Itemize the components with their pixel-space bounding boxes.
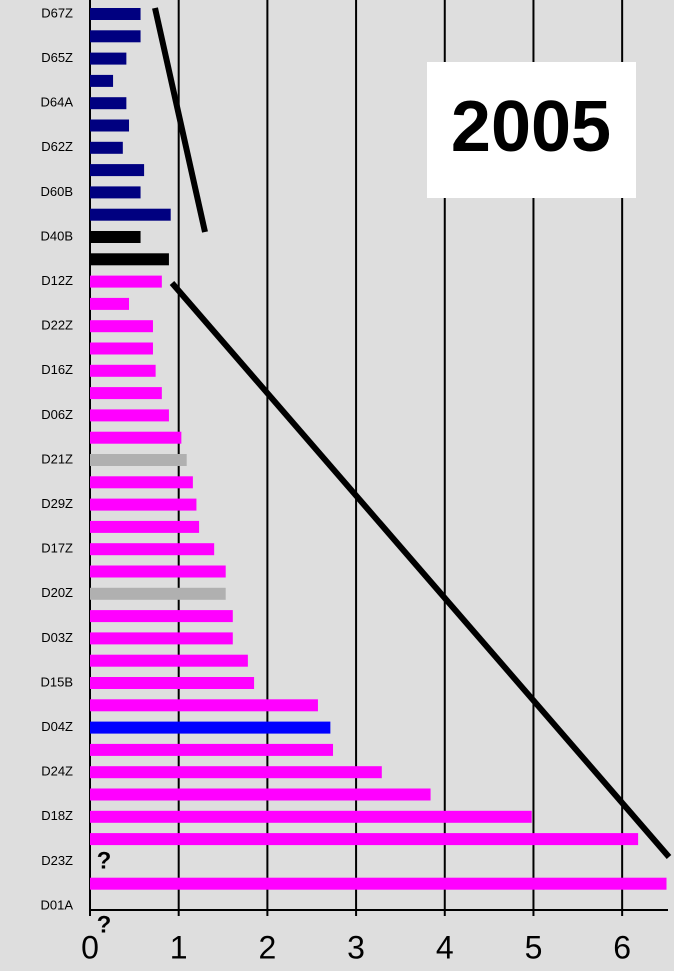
year-label: 2005	[451, 87, 611, 167]
y-tick-label: D64A	[40, 95, 73, 110]
y-tick-label: D20Z	[41, 585, 73, 600]
y-tick-label: D60B	[40, 184, 73, 199]
year-box	[427, 62, 636, 198]
x-tick-label: 3	[347, 929, 365, 965]
bar	[90, 454, 187, 466]
y-tick-label: D24Z	[41, 764, 73, 779]
bar	[90, 833, 639, 846]
bar	[90, 320, 153, 333]
bar	[90, 409, 169, 422]
bar	[90, 208, 171, 221]
bar	[90, 186, 141, 199]
bar	[90, 810, 532, 823]
y-tick-label: D03Z	[41, 630, 73, 645]
bar	[90, 275, 162, 288]
bar	[90, 342, 153, 355]
bar	[90, 565, 226, 578]
bar	[90, 877, 667, 890]
bar	[90, 610, 233, 623]
y-tick-label: D21Z	[41, 451, 73, 466]
bar	[90, 677, 255, 689]
bar	[90, 520, 200, 533]
x-tick-label: 6	[613, 929, 631, 965]
bar	[90, 119, 130, 132]
bar	[90, 632, 233, 645]
bar	[90, 543, 215, 556]
bar	[90, 52, 127, 65]
bar	[90, 164, 145, 177]
y-tick-label: D23Z	[41, 853, 73, 868]
y-tick-label: D17Z	[41, 541, 73, 556]
y-tick-label: D12Z	[41, 273, 73, 288]
y-tick-label: D65Z	[41, 50, 73, 65]
y-tick-label: D01A	[40, 897, 73, 912]
bar	[90, 498, 197, 511]
x-tick-label: 2	[258, 929, 276, 965]
x-tick-label: 5	[525, 929, 543, 965]
bars	[90, 8, 667, 890]
y-tick-label: D62Z	[41, 139, 73, 154]
bar	[90, 141, 123, 154]
bar	[90, 788, 431, 801]
y-tick-label: D06Z	[41, 407, 73, 422]
bar	[90, 387, 162, 400]
bar	[90, 721, 331, 734]
bar	[90, 743, 334, 756]
bar	[90, 587, 226, 600]
y-tick-label: D67Z	[41, 5, 73, 20]
y-tick-label: D04Z	[41, 719, 73, 734]
y-tick-label: D18Z	[41, 808, 73, 823]
unknown-mark: ?	[97, 847, 112, 874]
trend-line	[152, 7, 208, 233]
bar	[90, 699, 318, 712]
bar	[90, 364, 156, 377]
bar	[90, 231, 141, 243]
bar	[90, 74, 114, 87]
bar	[90, 654, 248, 667]
x-tick-label: 1	[170, 929, 188, 965]
bar	[90, 253, 169, 266]
bar	[90, 97, 127, 110]
trend-line	[169, 281, 672, 859]
bar	[90, 8, 141, 20]
y-tick-label: D29Z	[41, 496, 73, 511]
bar	[90, 30, 141, 43]
unknown-mark: ?	[97, 911, 112, 938]
y-tick-label: D22Z	[41, 318, 73, 333]
y-tick-label: D15B	[40, 674, 73, 689]
y-tick-label: D16Z	[41, 362, 73, 377]
x-tick-label: 4	[436, 929, 454, 965]
bar	[90, 476, 193, 489]
bar	[90, 431, 182, 444]
bar	[90, 766, 382, 779]
x-tick-label: 0	[81, 929, 99, 965]
bar	[90, 297, 130, 310]
y-tick-label: D40B	[40, 228, 73, 243]
